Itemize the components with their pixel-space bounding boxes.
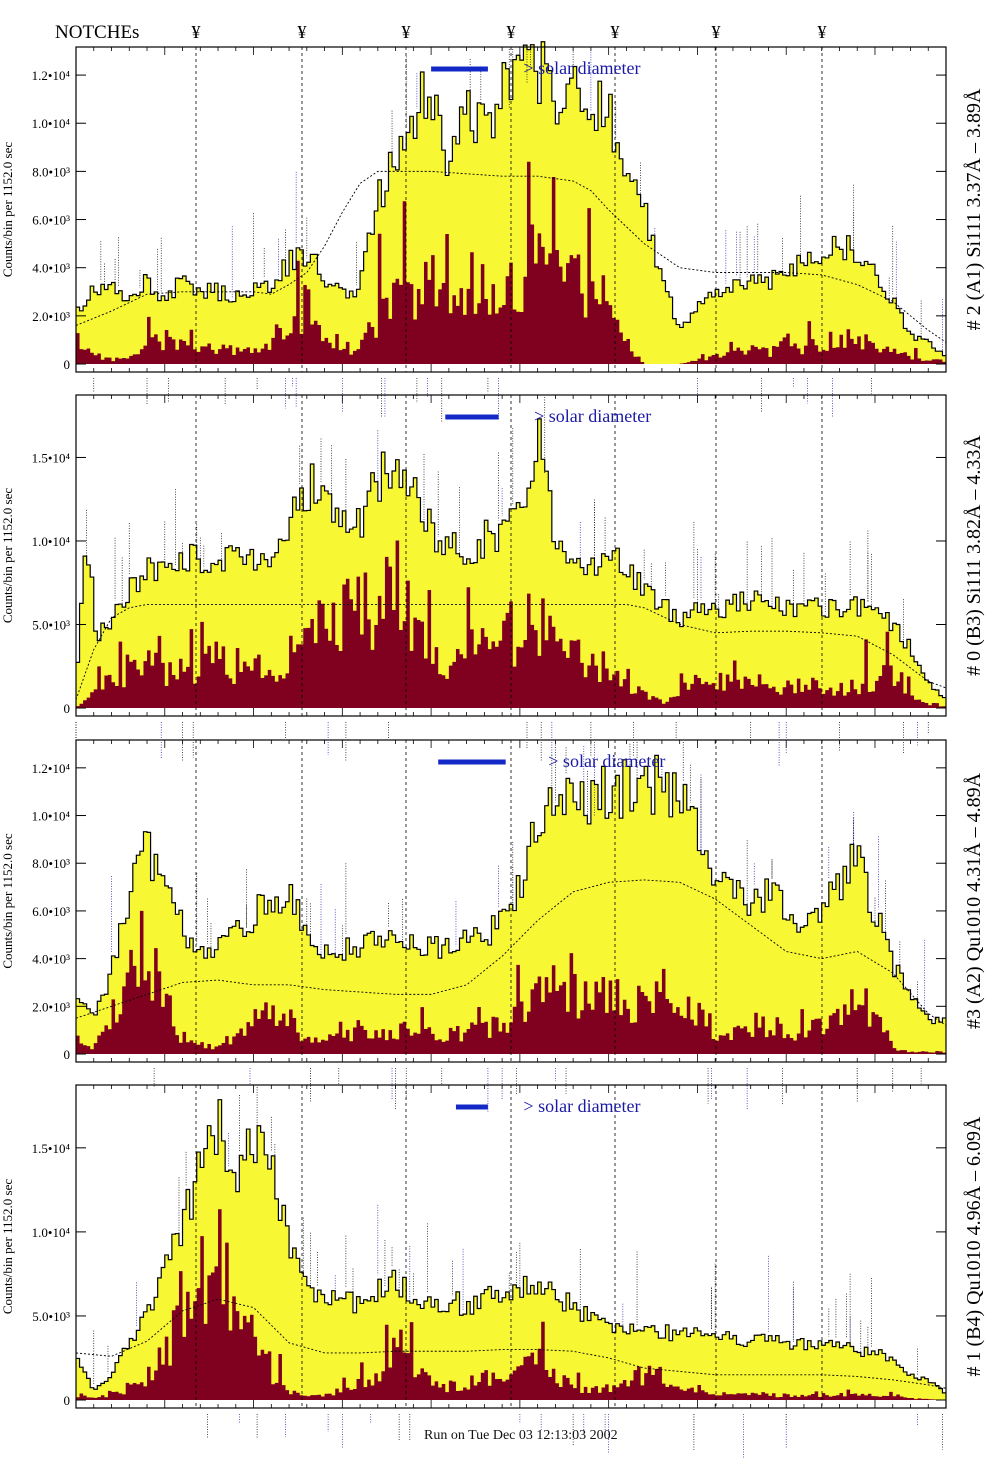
solar-diameter-label: > solar diameter bbox=[534, 406, 651, 426]
run-timestamp: Run on Tue Dec 03 12:13:03 2002 bbox=[424, 1428, 618, 1443]
solar-diameter-label: > solar diameter bbox=[523, 1096, 640, 1116]
y-axis-label: Counts/bin per 1152.0 sec bbox=[0, 1179, 15, 1315]
y-tick-label: 1.0•10⁴ bbox=[32, 116, 71, 131]
plot-frame bbox=[75, 739, 947, 1063]
plot-frame bbox=[75, 46, 947, 373]
model-fit-line bbox=[75, 879, 947, 1026]
y-tick-label: 1.2•10⁴ bbox=[32, 68, 71, 83]
total-counts-outline bbox=[76, 41, 946, 357]
y-tick-label: 1.5•10⁴ bbox=[32, 450, 71, 465]
y-tick-label: 0 bbox=[64, 1047, 71, 1062]
y-tick-label: 5.0•10³ bbox=[32, 617, 70, 632]
panel-2: 0 2.0•10³ 4.0•10³ 6.0•10³ 8.0•10³ 1.0•10⁴ 1.2•… bbox=[0, 739, 985, 1112]
y-tick-label: 1.0•10⁴ bbox=[32, 809, 71, 824]
total-counts-area bbox=[76, 41, 946, 364]
line-counts-area bbox=[76, 1209, 946, 1400]
model-fit-line bbox=[75, 1298, 947, 1389]
solar-diameter-label: > solar diameter bbox=[523, 58, 640, 78]
y-tick-label: 4.0•10³ bbox=[32, 952, 70, 967]
y-axis-label: Counts/bin per 1152.0 sec bbox=[0, 142, 15, 278]
y-tick-label: 4.0•10³ bbox=[32, 261, 70, 276]
model-fit-line bbox=[75, 603, 947, 700]
y-tick-label: 8.0•10³ bbox=[32, 164, 70, 179]
notch-symbol-3: ¥ bbox=[507, 22, 516, 42]
y-tick-label: 5.0•10³ bbox=[32, 1309, 70, 1324]
y-tick-label: 6.0•10³ bbox=[32, 213, 70, 228]
y-tick-label: 2.0•10³ bbox=[32, 999, 70, 1014]
panel-1: 0 5.0•10³ 1.0•10⁴ 1.5•10⁴ Counts/bin per 115… bbox=[0, 394, 985, 766]
solar-diameter-label: > solar diameter bbox=[548, 751, 665, 771]
channel-label: # 1 (B4) Qu1010 4.96Å – 6.09Å bbox=[963, 1116, 985, 1377]
channel-label: #3 (A2) Qu1010 4.31Å – 4.89Å bbox=[963, 772, 985, 1029]
notch-symbol-0: ¥ bbox=[192, 22, 201, 42]
line-counts-area bbox=[76, 910, 946, 1054]
y-tick-label: 0 bbox=[64, 1393, 71, 1408]
total-counts-outline bbox=[76, 1099, 946, 1394]
y-tick-label: 2.0•10³ bbox=[32, 309, 70, 324]
notches-label: NOTCHEs bbox=[55, 22, 139, 43]
total-counts-outline bbox=[76, 418, 946, 699]
notch-symbol-1: ¥ bbox=[298, 22, 307, 42]
y-axis-label: Counts/bin per 1152.0 sec bbox=[0, 833, 15, 969]
y-tick-label: 0 bbox=[64, 701, 71, 716]
plot-frame bbox=[75, 394, 947, 717]
notch-symbol-2: ¥ bbox=[402, 22, 411, 42]
y-tick-label: 1.0•10⁴ bbox=[32, 1225, 71, 1240]
y-tick-label: 6.0•10³ bbox=[32, 904, 70, 919]
plot-frame bbox=[75, 1084, 947, 1409]
notch-symbol-6: ¥ bbox=[818, 22, 827, 42]
y-tick-label: 0 bbox=[64, 357, 71, 372]
notch-symbol-4: ¥ bbox=[611, 22, 620, 42]
panel-0: 0 2.0•10³ 4.0•10³ 6.0•10³ 8.0•10³ 1.0•10⁴ 1.2•… bbox=[0, 41, 985, 422]
y-axis-label: Counts/bin per 1152.0 sec bbox=[0, 488, 15, 624]
line-counts-area bbox=[76, 161, 946, 364]
y-tick-label: 1.0•10⁴ bbox=[32, 534, 71, 549]
channel-label: # 2 (A1) Si111 3.37Å – 3.89Å bbox=[963, 88, 985, 330]
panel-3: 0 5.0•10³ 1.0•10⁴ 1.5•10⁴ Counts/bin per 115… bbox=[0, 1084, 985, 1458]
total-counts-area bbox=[76, 1099, 946, 1400]
model-fit-line bbox=[75, 170, 947, 343]
y-tick-label: 1.5•10⁴ bbox=[32, 1141, 71, 1156]
y-tick-label: 1.2•10⁴ bbox=[32, 761, 71, 776]
channel-label: # 0 (B3) Si111 3.82Å – 4.33Å bbox=[963, 435, 985, 676]
y-tick-label: 8.0•10³ bbox=[32, 856, 70, 871]
notch-symbol-5: ¥ bbox=[712, 22, 721, 42]
